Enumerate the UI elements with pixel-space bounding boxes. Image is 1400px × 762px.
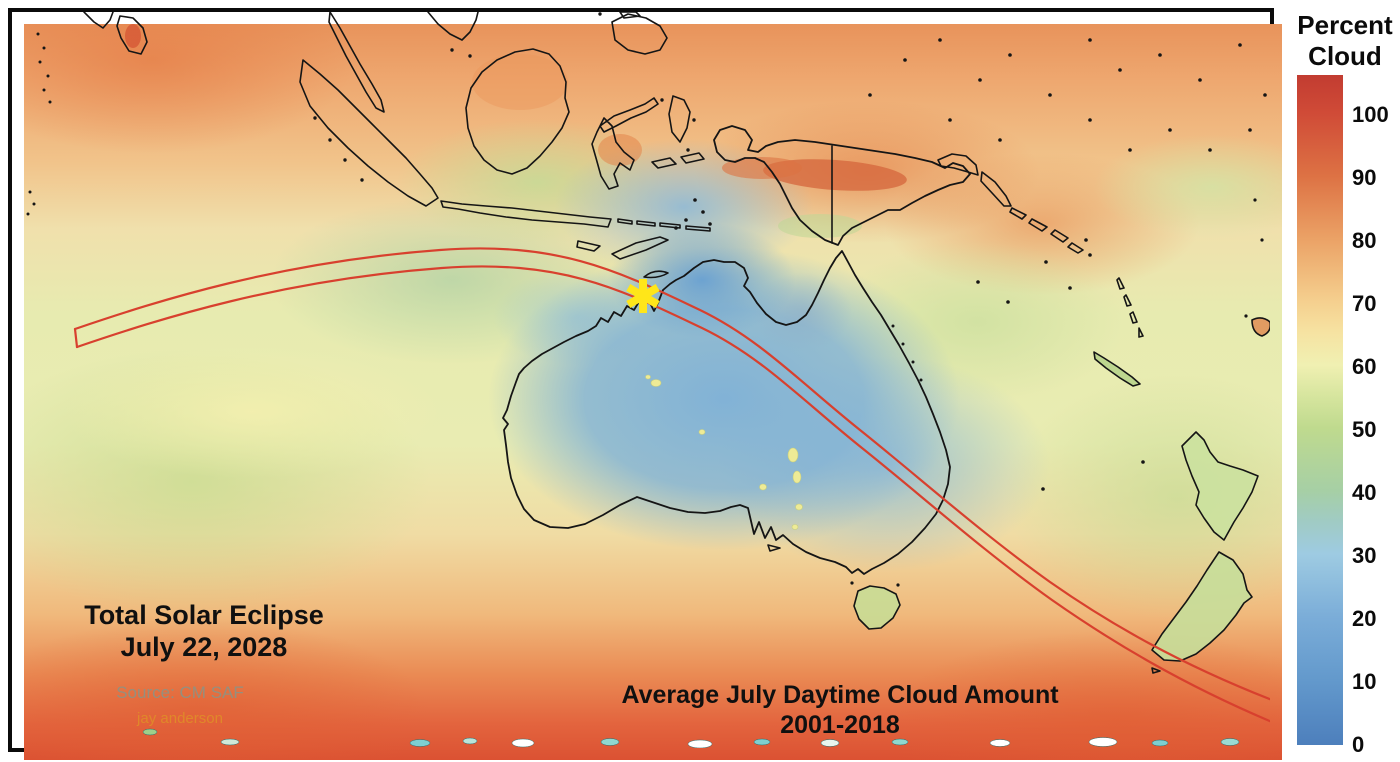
- salt-lakes: [645, 374, 803, 530]
- colorbar-tick-10: 10: [1352, 669, 1377, 694]
- sumatra-coastline: [299, 59, 439, 207]
- colorbar-gradient: [1297, 75, 1343, 745]
- indochina-coast: [427, 12, 479, 41]
- colorbar-tick-60: 60: [1352, 354, 1377, 379]
- eclipse-title: Total Solar Eclipse July 22, 2028: [68, 599, 340, 663]
- colorbar-title: Percent Cloud: [1290, 10, 1400, 72]
- borneo-coastline: [465, 48, 570, 175]
- vanuatu-islands: [1116, 277, 1144, 338]
- colorbar-tick-90: 90: [1352, 165, 1377, 190]
- fiji: [1251, 317, 1270, 337]
- new-guinea-coastline: [713, 125, 971, 246]
- solomon-islands: [1009, 207, 1084, 254]
- colorbar-tick-30: 30: [1352, 543, 1377, 568]
- coastlines: [83, 12, 1270, 674]
- attribution: Source: CM SAF jay anderson: [95, 683, 265, 727]
- kangaroo-island: [767, 544, 781, 552]
- colorbar-title-line2: Cloud: [1308, 41, 1382, 71]
- islet-specks: [26, 12, 1267, 587]
- sulawesi-coastline: [591, 97, 659, 190]
- source-label: Source: CM SAF: [116, 683, 244, 702]
- colorbar-tick-70: 70: [1352, 291, 1377, 316]
- sumba: [576, 240, 601, 252]
- timor-coastline: [611, 236, 669, 260]
- nz-north-island: [1181, 431, 1259, 541]
- colorbar-tick-80: 80: [1352, 228, 1377, 253]
- java-coastline: [440, 200, 612, 228]
- sea-ice-specks: [142, 728, 1240, 748]
- subtitle-line1: Average July Daytime Cloud Amount: [621, 681, 1059, 709]
- melville-island: [643, 270, 669, 279]
- subtitle-years: 2001-2018: [780, 711, 900, 739]
- map-frame: [8, 8, 1282, 760]
- eclipse-path-band: [73, 247, 1270, 723]
- halmahera: [668, 95, 691, 143]
- eclipse-marker-icon: [626, 279, 660, 313]
- colorbar-tick-100: 100: [1352, 102, 1389, 127]
- new-ireland: [980, 171, 1012, 207]
- colorbar-tick-40: 40: [1352, 480, 1377, 505]
- cloud-amount-field: [24, 24, 1282, 760]
- colorbar-tick-50: 50: [1352, 417, 1377, 442]
- stewart-island: [1151, 667, 1161, 674]
- australia-coastline: [502, 250, 951, 575]
- eclipse-path-start-cap: [73, 327, 79, 349]
- colorbar-tick-0: 0: [1352, 732, 1365, 757]
- tasmania-coastline: [853, 585, 901, 630]
- mindanao-coastline: [611, 12, 668, 55]
- malay-peninsula: [328, 12, 385, 113]
- bali-nusa-chain: [617, 218, 711, 232]
- new-britain: [937, 153, 979, 176]
- credit-label: jay anderson: [137, 710, 223, 727]
- eclipse-date: July 22, 2028: [120, 632, 288, 662]
- new-caledonia: [1093, 351, 1141, 387]
- sri-lanka-coastline: [83, 12, 148, 55]
- map-subtitle: Average July Daytime Cloud Amount 2001-2…: [600, 680, 1080, 740]
- eclipse-path-north-limit: [73, 247, 1270, 701]
- nz-south-island: [1151, 551, 1253, 662]
- eclipse-title-line1: Total Solar Eclipse: [84, 600, 324, 630]
- colorbar-title-line1: Percent: [1297, 10, 1393, 40]
- colorbar-tick-20: 20: [1352, 606, 1377, 631]
- seram-buru: [651, 152, 705, 169]
- eclipse-path-south-limit: [75, 265, 1270, 723]
